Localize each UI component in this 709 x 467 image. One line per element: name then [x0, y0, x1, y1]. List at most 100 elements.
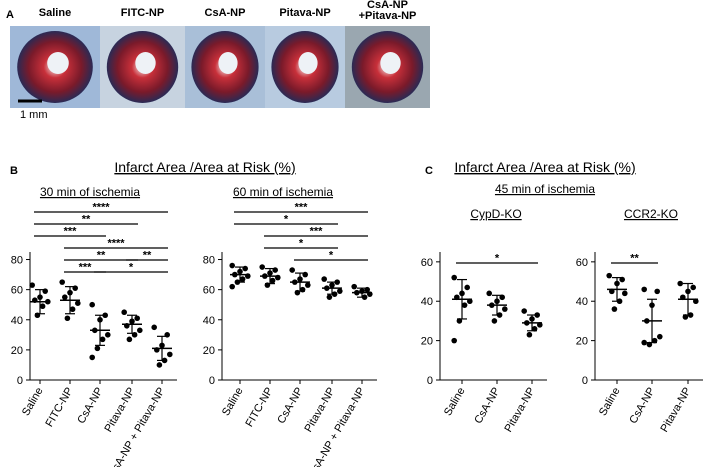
y-tick-label: 80 [203, 255, 215, 267]
data-point [126, 336, 133, 343]
lumen [135, 52, 156, 74]
chart-title: CCR2-KO [624, 207, 678, 221]
lumen [47, 52, 69, 74]
y-tick-label: 40 [421, 296, 433, 308]
x-tick-label: Saline [442, 386, 468, 418]
data-point [229, 283, 235, 290]
x-tick-label: CsA-NP [75, 386, 105, 426]
data-point [641, 339, 647, 346]
data-point [690, 284, 696, 291]
significance-label: *** [295, 202, 309, 214]
y-tick-label: 60 [11, 285, 23, 297]
significance-label: * [329, 250, 334, 262]
data-point [156, 362, 163, 368]
data-point [677, 280, 683, 287]
x-tick-label: CsA-NP [627, 386, 657, 426]
data-point [134, 315, 140, 322]
data-point [89, 301, 95, 308]
data-point [229, 262, 235, 269]
data-point [102, 312, 108, 319]
significance-label: *** [310, 226, 324, 238]
significance-label: *** [64, 226, 78, 238]
y-tick-label: 60 [203, 285, 215, 297]
y-tick-label: 0 [582, 375, 588, 387]
lumen [218, 52, 238, 74]
x-tick-label: Saline [20, 386, 46, 418]
data-point [534, 312, 540, 318]
photo-label: CsA-NP [205, 7, 246, 19]
data-point [502, 306, 508, 312]
data-point [521, 308, 527, 314]
y-tick-label: 40 [11, 315, 23, 327]
y-tick-label: 80 [11, 255, 23, 267]
x-tick-label: FITC-NP [244, 386, 276, 430]
data-point [606, 272, 612, 279]
data-point [486, 290, 493, 297]
data-point [451, 274, 458, 281]
chart-title: 30 min of ischemia [40, 185, 140, 199]
data-point [64, 315, 71, 322]
data-point [464, 284, 471, 291]
x-tick-label: CsA-NP [275, 386, 305, 426]
x-tick-label: Pitava-NP [502, 386, 537, 435]
data-point [334, 279, 341, 285]
photo-label: Saline [39, 7, 71, 19]
chart-title: 60 min of ischemia [233, 185, 333, 199]
data-point [105, 332, 111, 338]
data-point [451, 337, 458, 344]
y-tick-label: 0 [427, 375, 433, 387]
significance-label: * [129, 262, 134, 274]
significance-label: * [495, 253, 500, 265]
x-tick-label: FITC-NP [44, 386, 76, 430]
data-point [326, 294, 333, 300]
panel-title: Infarct Area /Area at Risk (%) [454, 159, 635, 175]
y-tick-label: 20 [576, 336, 588, 348]
data-point [75, 300, 81, 307]
data-point [611, 306, 618, 312]
data-point [641, 286, 647, 293]
panel-title: Infarct Area /Area at Risk (%) [114, 159, 295, 175]
data-point [239, 276, 246, 282]
photo-label: FITC-NP [121, 7, 164, 19]
data-point [29, 282, 35, 288]
data-point [321, 276, 328, 282]
y-tick-label: 40 [576, 296, 588, 308]
photo-label: CsA-NP [367, 0, 408, 11]
y-tick-label: 20 [421, 336, 433, 348]
data-point [657, 333, 663, 340]
data-point [526, 331, 533, 338]
data-point [69, 306, 76, 313]
x-tick-label: Pitava-NP [658, 386, 693, 435]
data-point [351, 283, 358, 290]
data-point [59, 279, 65, 285]
data-point [654, 288, 660, 295]
y-tick-label: 20 [203, 345, 215, 357]
data-point [94, 345, 101, 352]
significance-label: ** [97, 250, 106, 262]
significance-label: *** [79, 262, 93, 274]
scale-label: 1 mm [20, 109, 48, 121]
chart-title: CypD-KO [470, 207, 521, 221]
y-tick-label: 60 [576, 257, 588, 269]
significance-label: * [299, 238, 304, 250]
data-point [305, 282, 311, 288]
data-point [622, 290, 628, 297]
panel-label: A [6, 9, 14, 21]
significance-label: ** [630, 253, 639, 265]
data-point [461, 302, 468, 308]
data-point [121, 309, 127, 316]
data-point [259, 264, 266, 270]
y-tick-label: 0 [17, 375, 23, 387]
significance-label: * [284, 214, 289, 226]
data-point [137, 327, 143, 334]
panel-label: C [425, 165, 433, 177]
x-tick-label: Saline [220, 386, 246, 418]
y-tick-label: 60 [421, 257, 433, 269]
data-point [89, 354, 95, 361]
y-tick-label: 40 [203, 315, 215, 327]
data-point [491, 318, 498, 324]
y-tick-label: 20 [11, 345, 23, 357]
significance-label: **** [107, 238, 125, 250]
data-point [99, 336, 106, 343]
